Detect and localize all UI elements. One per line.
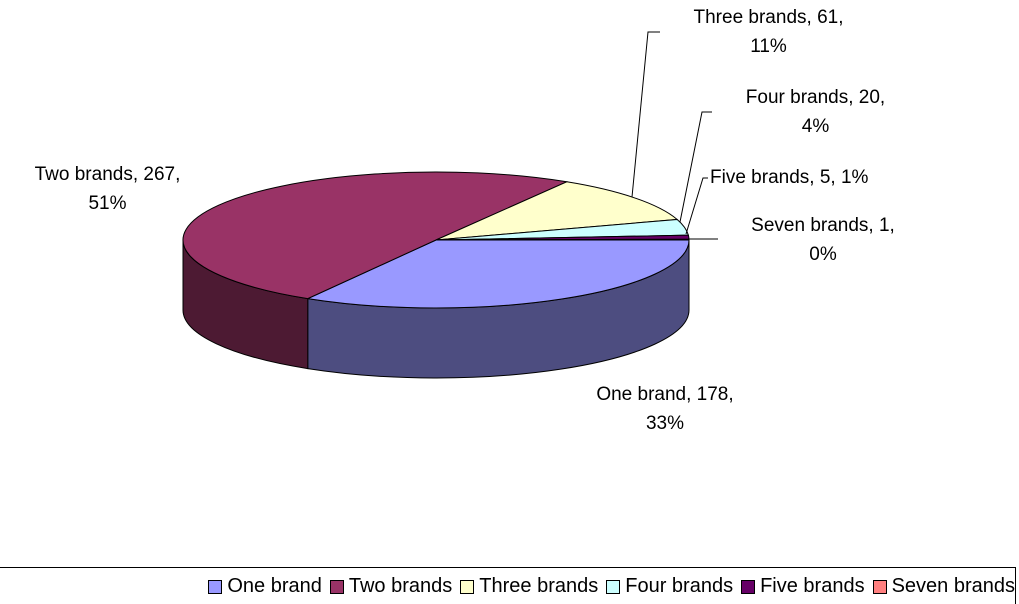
- legend-label: Two brands: [348, 575, 453, 597]
- data-label: Two brands, 267, 51%: [34, 164, 181, 214]
- leader-line: [679, 111, 712, 223]
- legend-swatch: [208, 579, 223, 594]
- legend-item: One brand: [208, 575, 322, 598]
- leader-line: [631, 31, 660, 198]
- data-label: Five brands, 5, 1%: [710, 167, 869, 188]
- legend-swatch: [329, 579, 344, 594]
- leader-line: [685, 177, 708, 235]
- legend-swatch: [872, 579, 887, 594]
- legend-swatch: [741, 579, 756, 594]
- legend-item: Seven brands: [872, 575, 1015, 598]
- pie: [182, 171, 690, 379]
- pie-slice: [306, 239, 690, 309]
- legend-label: One brand: [227, 575, 322, 597]
- legend-item: Four brands: [606, 575, 733, 598]
- leader-lines: [631, 31, 718, 240]
- data-label: One brand, 178, 33%: [596, 384, 734, 434]
- data-label: Seven brands, 1, 0%: [751, 215, 895, 265]
- data-label: Three brands, 61, 11%: [693, 7, 844, 57]
- legend-item: Five brands: [741, 575, 865, 598]
- legend-item: Three brands: [460, 575, 598, 598]
- pie-slice: [182, 171, 569, 300]
- legend-swatch: [606, 579, 621, 594]
- legend-label: Four brands: [625, 575, 734, 597]
- legend-label: Five brands: [760, 575, 865, 597]
- legend-label: Seven brands: [891, 575, 1015, 597]
- pie-slice: [435, 181, 679, 241]
- legend: One brand Two brands Three brands Four bran…: [0, 567, 1016, 604]
- data-label: Four brands, 20, 4%: [745, 87, 886, 137]
- legend-swatch: [460, 579, 475, 594]
- legend-item: Two brands: [329, 575, 453, 598]
- legend-label: Three brands: [479, 575, 599, 597]
